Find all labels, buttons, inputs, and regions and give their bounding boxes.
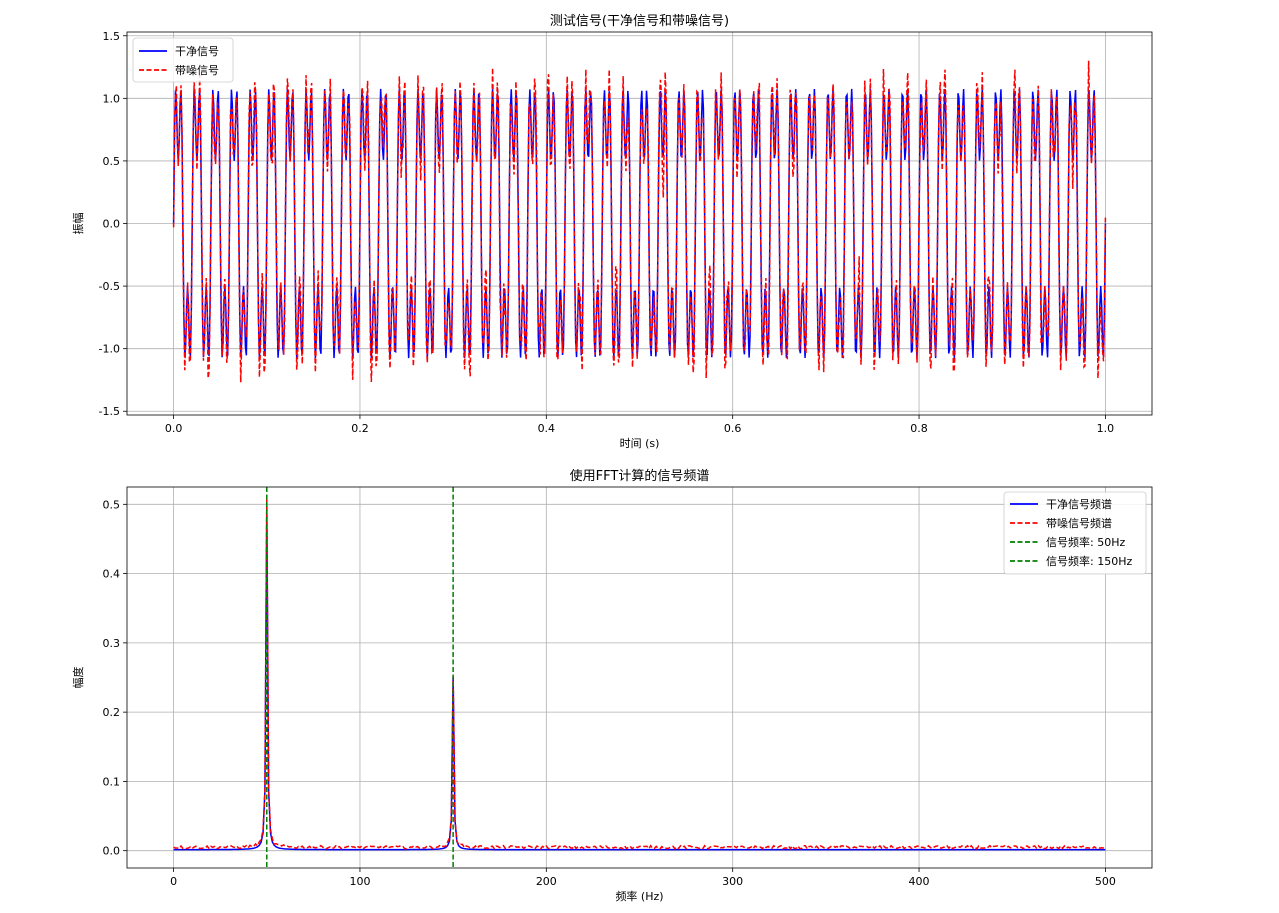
legend-label: 带噪信号 xyxy=(175,64,219,77)
x-tick-label: 0.0 xyxy=(165,422,183,435)
x-axis-label: 频率 (Hz) xyxy=(615,889,663,903)
x-tick-label: 0.8 xyxy=(910,422,928,435)
y-tick-label: 0.5 xyxy=(103,155,121,168)
y-tick-label: -1.5 xyxy=(99,405,120,418)
chart-title: 测试信号(干净信号和带噪信号) xyxy=(550,14,729,29)
x-tick-label: 0.4 xyxy=(538,422,556,435)
y-tick-label: 0.0 xyxy=(103,218,121,231)
x-tick-label: 300 xyxy=(722,875,743,888)
legend-label: 带噪信号频谱 xyxy=(1046,516,1112,530)
frequency-spectrum-chart: 0 100 200 300 400 500 0.0 0.1 0.2 0.3 0.4 0.5 使用FFT计… xyxy=(71,468,1153,903)
x-tick-label: 100 xyxy=(349,875,370,888)
legend-label: 干净信号频谱 xyxy=(1046,497,1112,511)
chart-title: 使用FFT计算的信号频谱 xyxy=(570,468,710,484)
legend-box xyxy=(132,37,234,83)
plot-frame xyxy=(126,31,1153,416)
series-line-clean-spectrum xyxy=(173,503,1106,851)
x-tick-label: 200 xyxy=(536,875,557,888)
plot-frame xyxy=(126,486,1153,869)
legend-label: 信号频率: 150Hz xyxy=(1046,554,1132,568)
y-tick-label: 0.5 xyxy=(103,498,121,511)
y-tick-label: 0.4 xyxy=(103,568,121,581)
series-line-noisy-signal xyxy=(172,60,1107,383)
x-tick-label: 0.6 xyxy=(724,422,742,435)
x-axis-label: 时间 (s) xyxy=(620,437,660,450)
legend-label: 干净信号 xyxy=(175,44,219,58)
y-tick-label: 0.2 xyxy=(103,706,121,719)
y-tick-label: 1.5 xyxy=(103,30,121,43)
x-tick-label: 500 xyxy=(1095,875,1116,888)
y-tick-label: 0.0 xyxy=(103,845,121,858)
legend-label: 信号频率: 50Hz xyxy=(1046,535,1125,549)
x-tick-label: 0 xyxy=(170,875,177,888)
time-domain-chart: 0.0 0.2 0.4 0.6 0.8 1.0 -1.5 -1.0 -0.5 0.0 0.5 1.0 1… xyxy=(71,14,1153,450)
legend-box xyxy=(1003,491,1147,575)
x-tick-label: 0.2 xyxy=(351,422,369,435)
x-tick-label: 1.0 xyxy=(1097,422,1115,435)
x-tick-label: 400 xyxy=(909,875,930,888)
plot-area xyxy=(127,487,1152,868)
y-tick-label: 0.3 xyxy=(103,637,121,650)
y-tick-label: -0.5 xyxy=(99,280,120,293)
y-tick-label: -1.0 xyxy=(99,343,120,356)
y-tick-label: 1.0 xyxy=(103,92,121,105)
y-axis-label: 振幅 xyxy=(71,213,85,235)
y-axis-label: 幅度 xyxy=(71,667,85,689)
y-tick-label: 0.1 xyxy=(103,775,121,788)
series-line-noisy-spectrum xyxy=(173,499,1106,851)
